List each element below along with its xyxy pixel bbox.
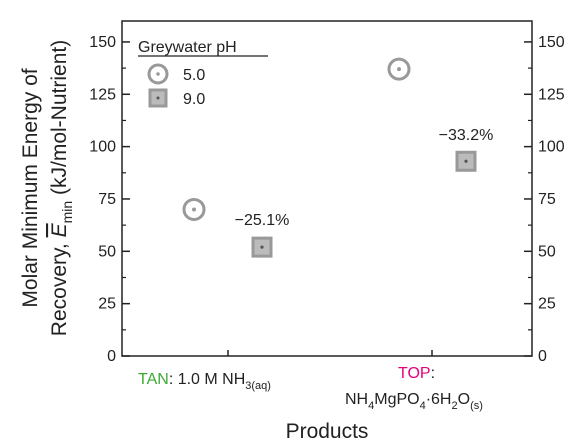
y-axis-title-line1: Molar Minimum Energy of	[19, 68, 42, 307]
category-label-tan: TAN: 1.0 M NH3(aq)	[138, 371, 271, 392]
y-tick-label-right: 125	[538, 86, 565, 103]
y-tick-label-left: 25	[98, 296, 116, 313]
annotation-tan: −25.1%	[235, 212, 290, 229]
y-tick-label-left: 0	[107, 348, 116, 365]
legend: Greywater pH 5.0 9.0	[138, 39, 268, 108]
y-tick-label-right: 100	[538, 139, 565, 156]
top-prefix: TOP	[398, 365, 431, 382]
y-tick-label-left: 75	[98, 191, 116, 208]
y-tick-label-right: 0	[538, 348, 547, 365]
point-ph5-1	[387, 57, 411, 81]
y-tick-label-right: 150	[538, 34, 565, 51]
axis-ticks: 0 0 25 25 50 50 75 75 100 100 125 125 150 150	[89, 34, 565, 365]
annotation-top: −33.2%	[439, 127, 494, 144]
svg-text:NH4MgPO4·6H2O(s): NH4MgPO4·6H2O(s)	[345, 391, 483, 412]
data-marks	[182, 57, 477, 258]
legend-label-9: 9.0	[183, 91, 205, 108]
y-tick-label-left: 125	[89, 86, 116, 103]
point-ph9-1	[455, 150, 477, 172]
x-axis-title: Products	[286, 420, 369, 443]
y-tick-label-right: 75	[538, 191, 556, 208]
legend-title: Greywater pH	[138, 39, 237, 56]
category-label-top: TOP: NH4MgPO4·6H2O(s)	[345, 365, 483, 412]
svg-text:TOP:: TOP:	[398, 365, 435, 382]
y-tick-label-left: 150	[89, 34, 116, 51]
legend-marker-square	[148, 88, 168, 108]
legend-marker-circle	[147, 63, 169, 85]
y-tick-label-right: 25	[538, 296, 556, 313]
tan-prefix: TAN	[138, 371, 169, 388]
y-axis-title-line2: Recovery, Emin (kJ/mol-Nutrient)	[48, 40, 75, 336]
y-axis-title: Molar Minimum Energy of Recovery, Emin (…	[19, 40, 75, 336]
point-ph9-0	[251, 236, 273, 258]
plot-frame	[121, 20, 533, 357]
svg-text:TAN: 1.0 M NH3(aq): TAN: 1.0 M NH3(aq)	[138, 371, 271, 392]
y-tick-label-left: 50	[98, 243, 116, 260]
legend-label-5: 5.0	[183, 67, 205, 84]
point-ph5-0	[182, 197, 206, 221]
y-tick-label-left: 100	[89, 139, 116, 156]
y-tick-label-right: 50	[538, 243, 556, 260]
